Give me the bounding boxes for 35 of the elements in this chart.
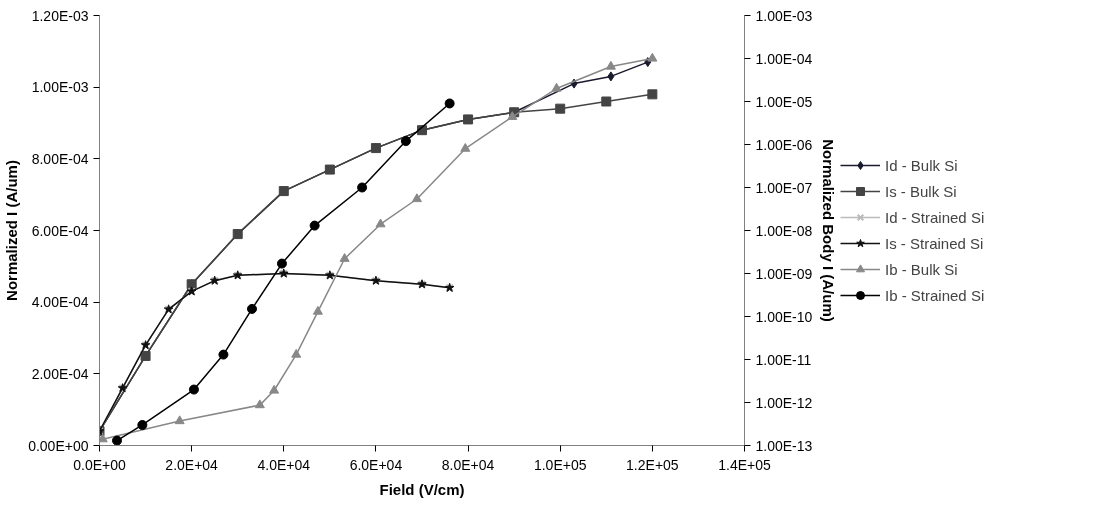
y2-tick-label: 1.00E-13: [755, 437, 813, 454]
x-tick-label: 2.0E+04: [165, 456, 219, 473]
y-tick-label: 1.00E-03: [31, 79, 89, 96]
x-tick-label: 4.0E+04: [257, 456, 311, 473]
legend-label: Is - Bulk Si: [885, 182, 957, 200]
y2-tick-label: 1.00E-10: [755, 308, 813, 325]
y2-tick-label: 1.00E-04: [755, 50, 813, 67]
x-tick-label: 8.0E+04: [441, 456, 495, 473]
y2-tick-label: 1.00E-12: [755, 394, 813, 411]
legend-label: Ib - Bulk Si: [885, 260, 958, 278]
y2-tick-label: 1.00E-07: [755, 179, 813, 196]
y2-tick-label: 1.00E-11: [755, 351, 812, 368]
x-tick-label: 6.0E+04: [349, 456, 403, 473]
legend-label: Id - Strained Si: [885, 208, 985, 226]
y-axis-title: Normalized I (A/um): [3, 160, 21, 301]
y-tick-label: 1.20E-03: [31, 7, 89, 24]
y2-tick-label: 1.00E-09: [755, 265, 813, 282]
y-tick-label: 2.00E-04: [31, 365, 89, 382]
legend-label: Ib - Strained Si: [885, 286, 985, 304]
legend-label: Id - Bulk Si: [885, 156, 958, 174]
y-tick-label: 4.00E-04: [31, 294, 89, 311]
y2-axis-title: Normalized Body I (A/um): [820, 139, 838, 322]
x-tick-label: 1.4E+05: [718, 456, 771, 473]
x-tick-label: 0.0E+00: [73, 456, 126, 473]
y-tick-label: 8.00E-04: [31, 150, 89, 167]
y2-tick-label: 1.00E-05: [755, 93, 813, 110]
y2-tick-label: 1.00E-03: [755, 7, 813, 24]
y-tick-label: 6.00E-04: [31, 222, 89, 239]
y2-tick-label: 1.00E-08: [755, 222, 813, 239]
x-axis-title: Field (V/cm): [379, 480, 465, 498]
y2-tick-label: 1.00E-06: [755, 136, 813, 153]
x-tick-label: 1.2E+05: [626, 456, 679, 473]
x-tick-label: 1.0E+05: [533, 456, 587, 473]
legend-label: Is - Strained Si: [885, 234, 984, 252]
y-tick-label: 0.00E+00: [28, 437, 89, 454]
